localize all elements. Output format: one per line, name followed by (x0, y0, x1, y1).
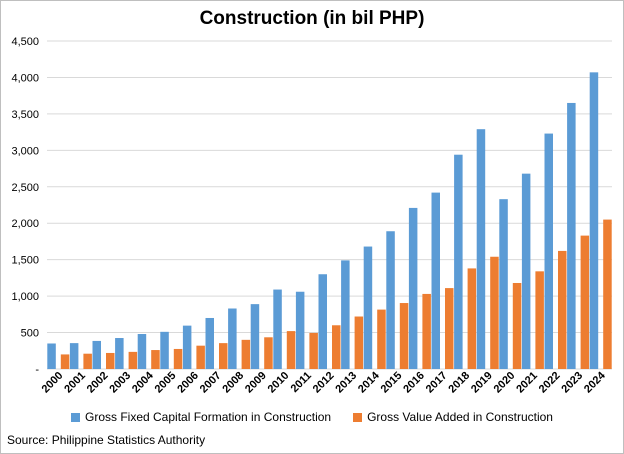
x-tick-label: 2013 (333, 370, 359, 396)
bar-gfcf (544, 133, 553, 369)
bar-gva (332, 325, 341, 369)
bar-gfcf (205, 317, 214, 369)
x-tick-label: 2012 (311, 370, 337, 396)
x-tick-label: 2020 (492, 370, 518, 396)
bar-gfcf (47, 343, 56, 369)
bar-gva (467, 268, 477, 369)
x-tick-label: 2022 (537, 370, 563, 396)
x-tick-label: 2008 (220, 370, 246, 396)
bar-gva (535, 271, 544, 369)
y-tick-label: 4,000 (11, 72, 39, 84)
bar-gfcf (295, 291, 305, 369)
bar-gva (286, 331, 296, 369)
x-tick-label: 2015 (379, 370, 405, 396)
y-tick-label: 500 (21, 328, 39, 340)
x-tick-label: 2007 (198, 370, 224, 396)
legend-swatch-gva (353, 412, 363, 422)
bar-gfcf (92, 340, 101, 369)
bar-gva (490, 256, 499, 369)
bar-gfcf (182, 325, 192, 369)
bar-gfcf (273, 289, 282, 369)
legend-label-gfcf: Gross Fixed Capital Formation in Constru… (85, 410, 332, 424)
x-tick-label: 2024 (582, 369, 608, 395)
x-tick-label: 2021 (514, 370, 540, 396)
chart-title: Construction (in bil PHP) (199, 8, 425, 29)
y-tick-label: 2,500 (11, 182, 39, 194)
bar-gfcf (589, 72, 599, 369)
x-tick-label: 2004 (130, 369, 156, 395)
x-tick-label: 2023 (559, 370, 585, 396)
bar-gfcf (341, 260, 350, 369)
bar-gfcf (318, 274, 327, 369)
x-tick-label: 2003 (107, 370, 133, 396)
bar-gfcf (69, 343, 79, 369)
y-tick-label: 1,000 (11, 291, 39, 303)
x-tick-label: 2019 (469, 370, 495, 396)
bar-gfcf (115, 338, 124, 369)
bar-gva (445, 288, 454, 369)
bar-gva (377, 309, 386, 369)
x-tick-label: 2009 (243, 370, 269, 396)
legend-swatch-gfcf (71, 412, 80, 422)
bar-gva (106, 352, 115, 369)
source-note: Source: Philippine Statistics Authority (7, 433, 206, 447)
legend-item-gfcf: Gross Fixed Capital Formation in Constru… (71, 410, 331, 424)
y-tick-label: 4,500 (11, 36, 39, 48)
bar-gva (196, 345, 205, 369)
x-tick-label: 2005 (153, 370, 179, 396)
bar-gfcf (408, 207, 418, 369)
bar-gva (151, 350, 160, 369)
bar-gva (580, 235, 590, 369)
y-tick-label: 3,500 (11, 109, 39, 121)
x-tick-label: 2016 (401, 370, 427, 396)
bar-gva (603, 219, 612, 369)
y-tick-label: 1,500 (11, 255, 39, 267)
bar-gva (309, 332, 318, 369)
bar-gfcf (363, 246, 373, 369)
bar-gva (264, 337, 273, 369)
x-tick-label: 2017 (424, 370, 450, 396)
bar-gva (241, 339, 251, 369)
x-tick-label: 2014 (356, 369, 382, 395)
y-tick-label: 3,000 (11, 145, 39, 157)
bar-gva (60, 354, 70, 369)
x-tick-label: 2006 (175, 370, 201, 396)
bar-gfcf (567, 102, 576, 369)
bar-gfcf (476, 129, 486, 369)
bar-gva (354, 316, 364, 369)
bar-gfcf (137, 334, 147, 369)
x-tick-label: 2011 (289, 370, 314, 395)
bar-gfcf (250, 304, 260, 369)
bar-gfcf (160, 331, 169, 369)
bar-gfcf (386, 231, 395, 369)
bar-gva (399, 303, 409, 369)
bar-gva (219, 343, 228, 369)
x-tick-label: 2001 (62, 370, 88, 396)
y-tick-label: - (35, 364, 39, 376)
bar-gfcf (521, 173, 531, 369)
bar-gfcf (431, 192, 440, 369)
legend-label-gva: Gross Value Added in Construction (367, 410, 553, 424)
x-tick-label: 2018 (446, 370, 472, 396)
bar-gfcf (499, 199, 508, 369)
x-tick-label: 2000 (40, 370, 66, 396)
bar-gva (83, 353, 92, 369)
bar-gfcf (454, 154, 463, 369)
x-tick-label: 2010 (266, 370, 292, 396)
bar-gva (173, 348, 183, 369)
bar-gva (512, 282, 522, 369)
bar-gva (558, 250, 567, 369)
bar-gva (422, 293, 431, 369)
bar-gva (128, 351, 138, 369)
x-tick-label: 2002 (85, 370, 111, 396)
legend-item-gva: Gross Value Added in Construction (353, 410, 553, 424)
bar-gfcf (228, 308, 237, 369)
legend: Gross Fixed Capital Formation in Constru… (0, 410, 624, 424)
y-tick-label: 2,000 (11, 218, 39, 230)
